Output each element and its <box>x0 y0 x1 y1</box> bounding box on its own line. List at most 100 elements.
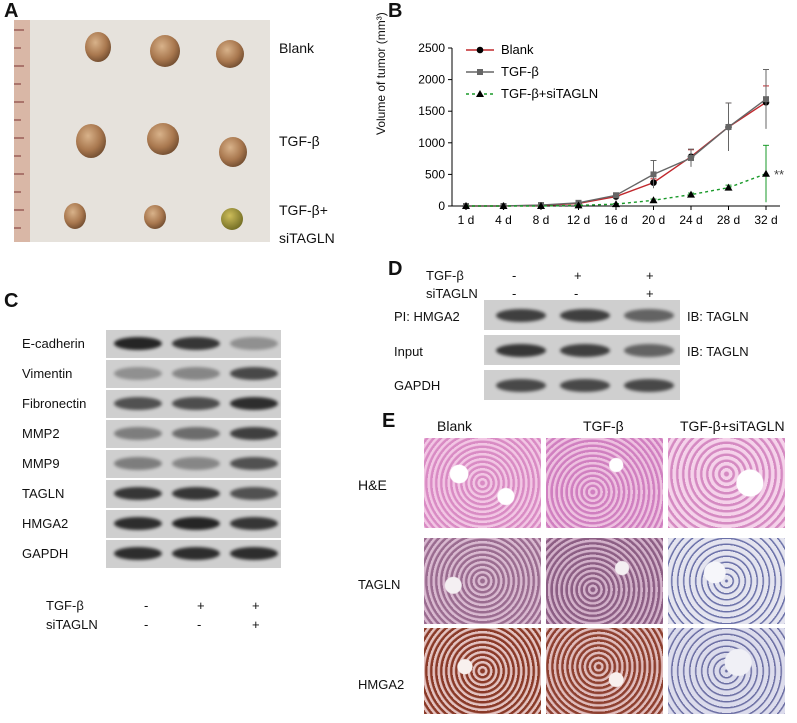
x-tick-label: 32 d <box>754 213 777 227</box>
blot-band <box>560 379 610 392</box>
blot-band <box>172 457 220 470</box>
sign: + <box>646 286 654 301</box>
blot-band <box>114 397 162 410</box>
x-tick-label: 12 d <box>567 213 590 227</box>
group-label-blank: Blank <box>279 40 315 56</box>
legend-label: Blank <box>501 42 534 57</box>
blot-band <box>624 309 674 322</box>
blot-band <box>560 344 610 357</box>
blot-strip <box>106 420 281 448</box>
blot-strip <box>106 360 281 388</box>
legend-marker <box>477 69 483 75</box>
data-point <box>612 200 620 208</box>
data-point <box>688 154 694 161</box>
blot-row-label: Fibronectin <box>22 396 87 411</box>
histology-image <box>424 538 541 624</box>
data-point <box>537 202 545 209</box>
y-tick-label: 1000 <box>418 136 445 150</box>
tumor <box>85 32 111 62</box>
sign: + <box>646 268 654 283</box>
blot-band <box>230 517 278 530</box>
sign: - <box>512 286 517 301</box>
histology-image <box>546 438 663 528</box>
data-point <box>649 196 658 204</box>
data-point <box>687 190 695 198</box>
blot-band <box>114 517 162 530</box>
d-right-label: IB: TAGLN <box>687 309 749 324</box>
blot-strip <box>106 390 281 418</box>
e-col-blank: Blank <box>437 418 473 434</box>
blot-band <box>114 367 162 380</box>
x-tick-label: 1 d <box>458 213 475 227</box>
x-tick-label: 4 d <box>495 213 512 227</box>
blot-strip <box>106 540 281 568</box>
blot-strip <box>484 370 680 400</box>
x-tick-label: 28 d <box>717 213 740 227</box>
sign: + <box>252 598 260 613</box>
blot-strip <box>106 330 281 358</box>
e-row-tagln: TAGLN <box>358 577 401 592</box>
treat-label-si: siTAGLN <box>46 617 98 632</box>
d-right-label: IB: TAGLN <box>687 344 749 359</box>
blot-band <box>172 367 220 380</box>
western-blot-panel: E-cadherin Vimentin Fibronectin MMP2 MMP9 TAG… <box>18 330 368 600</box>
sign: - <box>574 286 579 301</box>
blot-band <box>172 427 220 440</box>
tumor <box>144 205 166 229</box>
blot-band <box>230 547 278 560</box>
tumor <box>219 137 247 167</box>
data-point <box>724 183 733 191</box>
data-point <box>499 202 508 209</box>
histology-image <box>668 628 785 714</box>
tumor <box>147 123 179 155</box>
y-tick-label: 500 <box>425 167 445 181</box>
group-label-tgf-si-2: siTAGLN <box>279 230 335 246</box>
histology-image <box>546 628 663 714</box>
blot-row-label: GAPDH <box>22 546 69 561</box>
tumor <box>216 40 244 68</box>
e-row-he: H&E <box>358 477 387 493</box>
group-label-tgf-si-1: TGF-β+ <box>279 202 328 218</box>
blot-band <box>172 487 220 500</box>
series-line <box>466 101 767 207</box>
y-tick-label: 2000 <box>418 73 445 87</box>
tumor-volume-chart: 0 500 1000 1500 2000 2500 1 d 4 d 8 d 12 d 16 d 20 … <box>418 41 784 227</box>
blot-band <box>114 427 162 440</box>
series-line <box>466 98 767 207</box>
tumor <box>150 35 180 67</box>
blot-strip <box>484 300 680 330</box>
blot-band <box>624 379 674 392</box>
d-left-label: PI: HMGA2 <box>394 309 460 324</box>
blot-strip <box>106 510 281 538</box>
x-tick-label: 8 d <box>533 213 550 227</box>
x-tick-label: 16 d <box>604 213 627 227</box>
data-point <box>650 171 657 178</box>
ip-blot-panel <box>484 300 680 402</box>
blot-band <box>114 487 162 500</box>
blot-band <box>496 344 546 357</box>
ruler <box>14 20 30 242</box>
sign: + <box>197 598 205 613</box>
sign: + <box>574 268 582 283</box>
significance-annotation: ** <box>774 167 784 182</box>
blot-strip <box>484 335 680 365</box>
panel-label-d: D <box>388 258 403 280</box>
legend-marker <box>476 90 484 97</box>
data-point <box>574 201 583 209</box>
y-axis-label: Volume of tumor (mm³) <box>374 12 388 135</box>
sign: - <box>144 617 149 632</box>
e-row-hmga2: HMGA2 <box>358 677 405 692</box>
x-tick-label: 20 d <box>642 213 665 227</box>
blot-band <box>496 309 546 322</box>
blot-band <box>230 337 278 350</box>
blot-band <box>172 337 220 350</box>
blot-row-label: MMP9 <box>22 456 60 471</box>
blot-strip <box>106 450 281 478</box>
tumor <box>221 208 243 230</box>
legend-label: TGF-β <box>501 64 539 79</box>
data-point <box>613 192 619 199</box>
y-tick-label: 2500 <box>418 41 445 55</box>
group-label-tgf: TGF-β <box>279 133 320 149</box>
panel-label-b: B <box>388 0 403 22</box>
histology-image <box>668 438 785 528</box>
